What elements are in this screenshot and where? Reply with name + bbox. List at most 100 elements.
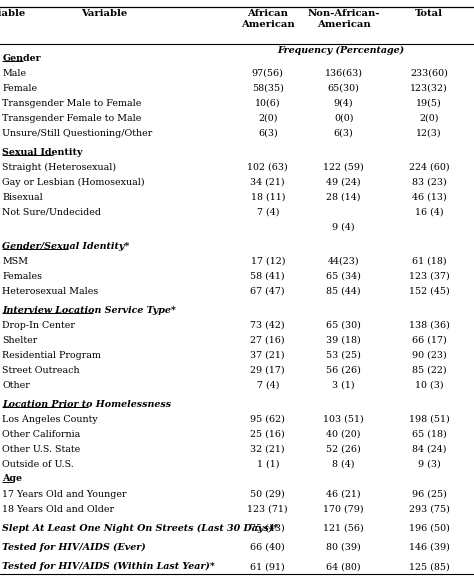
Text: 73 (42): 73 (42) <box>250 321 285 330</box>
Text: Outside of U.S.: Outside of U.S. <box>2 460 74 469</box>
Text: 67 (47): 67 (47) <box>250 287 285 295</box>
Text: 65(30): 65(30) <box>328 84 360 93</box>
Text: Females: Females <box>2 271 42 281</box>
Text: 9 (3): 9 (3) <box>418 460 440 469</box>
Text: 46 (13): 46 (13) <box>411 192 447 202</box>
Text: 85 (22): 85 (22) <box>411 366 447 374</box>
Text: Total: Total <box>415 9 443 18</box>
Text: 123 (37): 123 (37) <box>409 271 449 281</box>
Text: 12(3): 12(3) <box>416 129 442 137</box>
Text: 0(0): 0(0) <box>334 113 354 123</box>
Text: 103 (51): 103 (51) <box>323 415 364 424</box>
Text: 138 (36): 138 (36) <box>409 321 449 330</box>
Text: Bisexual: Bisexual <box>2 192 43 202</box>
Text: 293 (75): 293 (75) <box>409 504 449 514</box>
Text: 18 Years Old and Older: 18 Years Old and Older <box>2 504 114 514</box>
Text: 16 (4): 16 (4) <box>415 208 443 216</box>
Text: 37 (21): 37 (21) <box>250 350 285 360</box>
Text: 136(63): 136(63) <box>325 69 363 78</box>
Text: Street Outreach: Street Outreach <box>2 366 80 374</box>
Text: 61 (18): 61 (18) <box>411 257 447 266</box>
Text: Male: Male <box>2 69 27 78</box>
Text: 90 (23): 90 (23) <box>411 350 447 360</box>
Text: 66 (17): 66 (17) <box>411 336 447 345</box>
Text: 6(3): 6(3) <box>258 129 278 137</box>
Text: Tested for HIV/AIDS (Ever): Tested for HIV/AIDS (Ever) <box>2 543 146 552</box>
Text: Location Prior to Homelessness: Location Prior to Homelessness <box>2 400 172 408</box>
Text: Unsure/Still Questioning/Other: Unsure/Still Questioning/Other <box>2 129 153 137</box>
Text: 198 (51): 198 (51) <box>409 415 449 424</box>
Text: 122 (59): 122 (59) <box>323 163 364 172</box>
Text: 66 (40): 66 (40) <box>250 543 285 552</box>
Text: Frequency (Percentage): Frequency (Percentage) <box>278 46 405 56</box>
Text: Other: Other <box>2 380 30 390</box>
Text: 39 (18): 39 (18) <box>326 336 361 345</box>
Text: 50 (29): 50 (29) <box>250 490 285 498</box>
Text: Drop-In Center: Drop-In Center <box>2 321 75 330</box>
Text: 17 (12): 17 (12) <box>251 257 285 266</box>
Text: MSM: MSM <box>2 257 28 266</box>
Text: 123 (71): 123 (71) <box>247 504 288 514</box>
Text: 123(32): 123(32) <box>410 84 448 93</box>
Text: African
American: African American <box>241 9 295 29</box>
Text: 46 (21): 46 (21) <box>326 490 361 498</box>
Text: 83 (23): 83 (23) <box>411 178 447 187</box>
Text: Transgender Female to Male: Transgender Female to Male <box>2 113 142 123</box>
Text: 75 (43): 75 (43) <box>250 524 285 532</box>
Text: Los Angeles County: Los Angeles County <box>2 415 98 424</box>
Text: Heterosexual Males: Heterosexual Males <box>2 287 99 295</box>
Text: 9 (4): 9 (4) <box>332 222 355 232</box>
Text: 53 (25): 53 (25) <box>326 350 361 360</box>
Text: Non-African-
American: Non-African- American <box>308 9 380 29</box>
Text: 65 (30): 65 (30) <box>326 321 361 330</box>
Text: 1 (1): 1 (1) <box>256 460 279 469</box>
Text: 18 (11): 18 (11) <box>251 192 285 202</box>
Text: 84 (24): 84 (24) <box>412 445 446 453</box>
Text: 6(3): 6(3) <box>334 129 354 137</box>
Text: 56 (26): 56 (26) <box>326 366 361 374</box>
Text: 121 (56): 121 (56) <box>323 524 364 532</box>
Text: 27 (16): 27 (16) <box>250 336 285 345</box>
Text: 25 (16): 25 (16) <box>250 429 285 439</box>
Text: Gender: Gender <box>2 54 41 63</box>
Text: 7 (4): 7 (4) <box>256 380 279 390</box>
Text: Transgender Male to Female: Transgender Male to Female <box>2 99 142 108</box>
Text: 44(23): 44(23) <box>328 257 359 266</box>
Text: Slept At Least One Night On Streets (Last 30 Days)*: Slept At Least One Night On Streets (Las… <box>2 524 279 533</box>
Text: 40 (20): 40 (20) <box>327 429 361 439</box>
Text: 233(60): 233(60) <box>410 69 448 78</box>
Text: Variable: Variable <box>81 9 128 18</box>
Text: 65 (34): 65 (34) <box>326 271 361 281</box>
Text: 170 (79): 170 (79) <box>323 504 364 514</box>
Text: 65 (18): 65 (18) <box>411 429 447 439</box>
Text: 49 (24): 49 (24) <box>326 178 361 187</box>
Text: Shelter: Shelter <box>2 336 37 345</box>
Text: Other California: Other California <box>2 429 81 439</box>
Text: 224 (60): 224 (60) <box>409 163 449 172</box>
Text: 97(56): 97(56) <box>252 69 284 78</box>
Text: 7 (4): 7 (4) <box>256 208 279 216</box>
Text: 96 (25): 96 (25) <box>411 490 447 498</box>
Text: 10(6): 10(6) <box>255 99 281 108</box>
Text: Sexual Identity: Sexual Identity <box>2 147 83 157</box>
Text: 95 (62): 95 (62) <box>250 415 285 424</box>
Text: 146 (39): 146 (39) <box>409 543 449 552</box>
Text: 152 (45): 152 (45) <box>409 287 449 295</box>
Text: 196 (50): 196 (50) <box>409 524 449 532</box>
Text: 85 (44): 85 (44) <box>326 287 361 295</box>
Text: Other U.S. State: Other U.S. State <box>2 445 81 453</box>
Text: 2(0): 2(0) <box>258 113 278 123</box>
Text: Gender/Sexual Identity*: Gender/Sexual Identity* <box>2 242 130 250</box>
Text: 29 (17): 29 (17) <box>250 366 285 374</box>
Text: Interview Location Service Type*: Interview Location Service Type* <box>2 305 176 315</box>
Text: 34 (21): 34 (21) <box>250 178 285 187</box>
Text: 80 (39): 80 (39) <box>326 543 361 552</box>
Text: 17 Years Old and Younger: 17 Years Old and Younger <box>2 490 127 498</box>
Text: 64 (80): 64 (80) <box>326 562 361 571</box>
Text: Residential Program: Residential Program <box>2 350 101 360</box>
Text: 8 (4): 8 (4) <box>332 460 355 469</box>
Text: Female: Female <box>2 84 37 93</box>
Text: Not Sure/Undecided: Not Sure/Undecided <box>2 208 101 216</box>
Text: 58(35): 58(35) <box>252 84 284 93</box>
Text: 61 (91): 61 (91) <box>250 562 285 571</box>
